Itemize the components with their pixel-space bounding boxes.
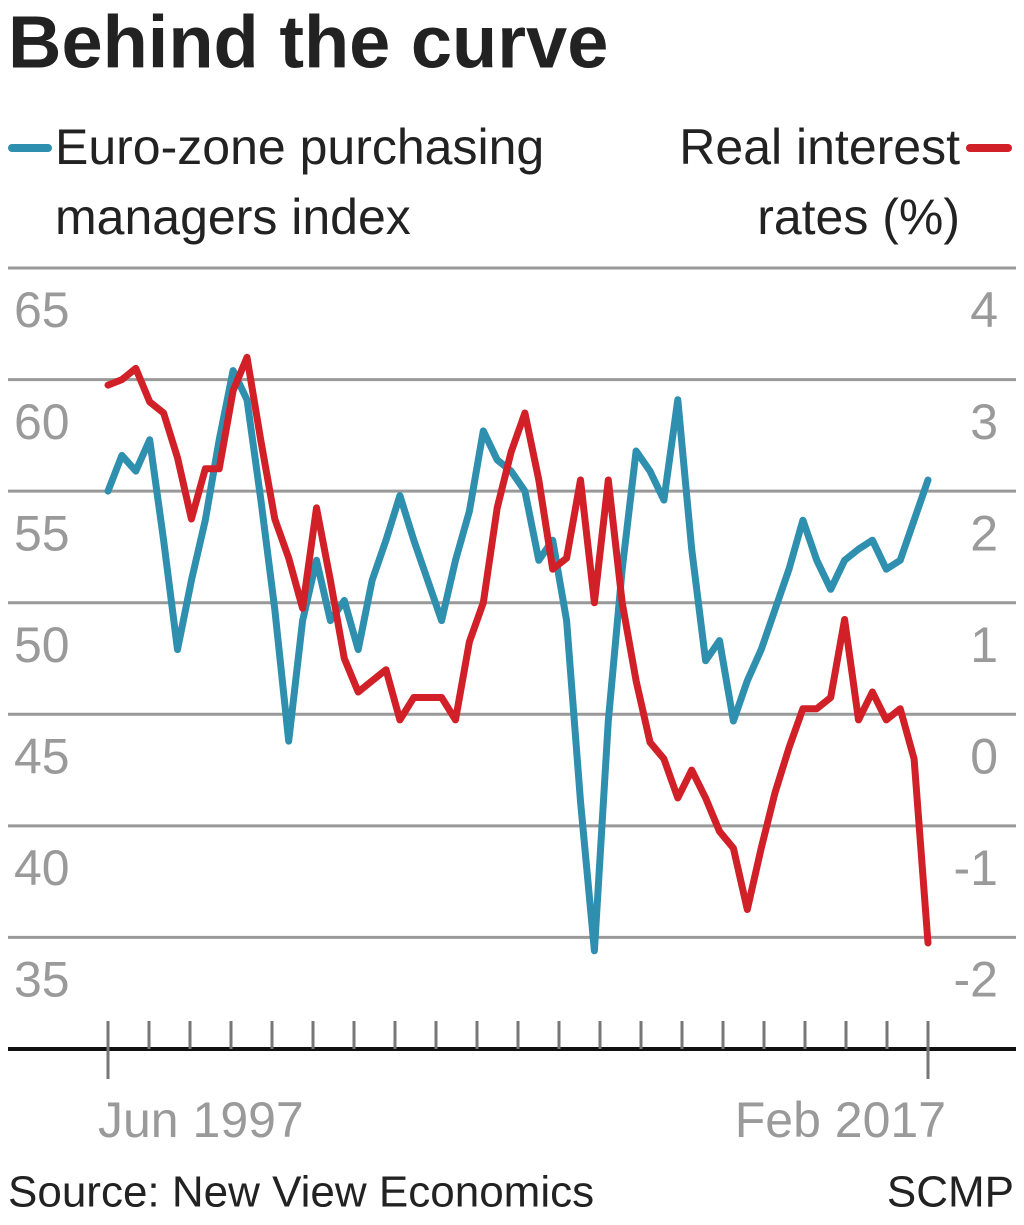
y2-tick-label: 2 — [970, 505, 998, 561]
credit: SCMP — [887, 1168, 1014, 1217]
legend-entry: Euro-zone purchasing managers index — [55, 119, 545, 245]
series-line — [104, 367, 932, 955]
y2-tick-label: 4 — [970, 282, 998, 338]
y-tick-label: 60 — [14, 394, 70, 450]
y-tick-label: 50 — [14, 617, 70, 673]
source: Source: New View Economics — [8, 1168, 594, 1217]
y2-tick-label: 1 — [970, 617, 998, 673]
legend-entry: Real interest rates (%) — [679, 119, 960, 245]
x-tick-label: Jun 1997 — [98, 1092, 304, 1148]
y2-tick-label: -2 — [954, 952, 998, 1008]
chart-title: Behind the curve — [8, 1, 608, 84]
x-tick-label: Feb 2017 — [735, 1092, 946, 1148]
y-tick-label: 65 — [14, 282, 70, 338]
y-tick-label: 55 — [14, 505, 70, 561]
series-line — [104, 353, 932, 947]
y-tick-label: 45 — [14, 728, 70, 784]
y2-tick-label: 3 — [970, 394, 998, 450]
y2-tick-label: 0 — [970, 728, 998, 784]
y-tick-label: 35 — [14, 952, 70, 1008]
y-tick-label: 40 — [14, 840, 70, 896]
y2-tick-label: -1 — [954, 840, 998, 896]
